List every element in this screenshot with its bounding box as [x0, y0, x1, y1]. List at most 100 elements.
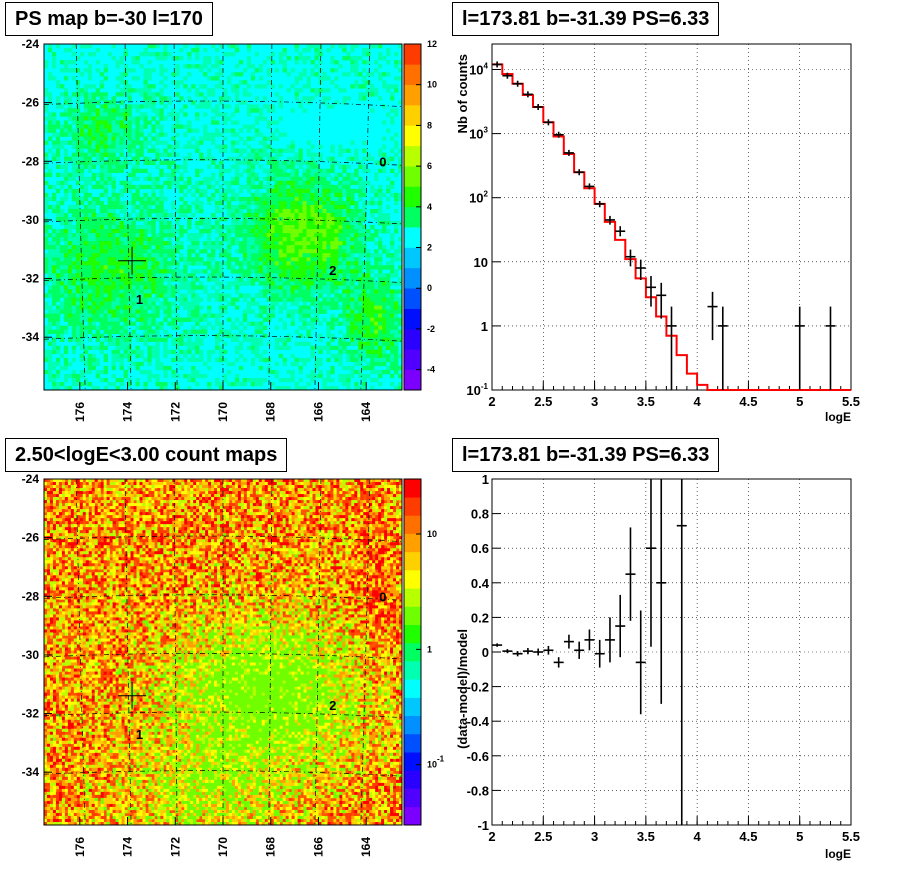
colorbar-bin [404, 588, 421, 607]
colorbar-bin [404, 206, 421, 228]
x-tick-label: 166 [311, 402, 325, 422]
colorbar-bin [404, 624, 421, 644]
grid-meridian [314, 478, 322, 826]
source-label: 2 [329, 698, 336, 713]
y-tick-label: 10-1 [466, 382, 488, 398]
source-label: 2 [329, 263, 336, 278]
y-tick-label: 0 [482, 645, 489, 660]
colorbar-tick-label: 8 [427, 120, 432, 130]
colorbar-tick-label: 10 [427, 80, 437, 90]
colorbar-bin [404, 227, 421, 248]
colorbar-bin [404, 788, 421, 808]
source-label: 0 [379, 154, 386, 169]
heatmap-cells [44, 479, 403, 826]
residuals-title: l=173.81 b=-31.39 PS=6.33 [452, 438, 720, 472]
x-tick-label: 5.5 [842, 829, 860, 844]
colorbar-bin [404, 247, 421, 269]
x-tick-label: 5 [796, 829, 803, 844]
x-tick-label: 4.5 [739, 394, 757, 409]
x-tick-label: 172 [168, 837, 182, 857]
colorbar-tick-label: -4 [427, 365, 435, 375]
colorbar-tick-label: -2 [427, 324, 435, 334]
colorbar-bin [404, 288, 421, 309]
colorbar-bin [404, 679, 421, 698]
y-tick-label: -1 [477, 818, 489, 833]
grid-meridian [360, 478, 371, 826]
x-tick-label: 166 [311, 837, 325, 857]
colorbar-tick-label: 4 [427, 202, 432, 212]
x-tick-label: 170 [216, 402, 230, 422]
colorbar-frame [403, 478, 422, 826]
y-tick-label: 0.2 [471, 610, 489, 625]
colorbar-bin [404, 661, 421, 680]
x-axis-label: logE [825, 847, 851, 861]
colorbar-bin [404, 515, 421, 534]
ps-map-title: PS map b=-30 l=170 [5, 2, 213, 36]
grid-meridian [173, 478, 178, 826]
grid-meridian [124, 43, 132, 391]
colorbar-bin [404, 369, 421, 391]
y-axis-label: (data-model)/model [455, 629, 470, 749]
x-tick-label: 172 [168, 402, 182, 422]
x-tick-label: 5 [796, 394, 803, 409]
y-axis-label: Nb of counts [455, 54, 470, 133]
heatmap-grid [43, 478, 403, 826]
x-tick-label: 3.5 [637, 829, 655, 844]
colorbar-bin [404, 328, 421, 350]
colorbar-bin [404, 105, 421, 126]
y-tick-label: -0.8 [467, 783, 489, 798]
y-tick-label: -34 [22, 330, 40, 344]
y-tick-label: -32 [22, 707, 40, 721]
y-tick-label: -26 [22, 531, 40, 545]
y-tick-label: -30 [22, 213, 40, 227]
colorbar-bin [404, 479, 421, 498]
colorbar-bin [404, 186, 421, 208]
grid-meridian [124, 478, 132, 826]
colorbar-bin [404, 606, 421, 625]
colorbar-bin [404, 551, 421, 571]
y-tick-label: -28 [22, 154, 40, 168]
x-tick-label: 4 [694, 394, 702, 409]
x-tick-label: 4.5 [739, 829, 757, 844]
model-histogram [492, 63, 851, 391]
grid-meridian [268, 478, 273, 826]
x-tick-label: 3 [591, 394, 598, 409]
y-tick-label: 104 [469, 62, 488, 78]
colorbar-bin [404, 806, 421, 826]
spectrum-panel: 2 2.5 3 3.5 4 4.5 5 5.5 10-1 1 10 102 103 104 logE Nb o… [455, 43, 860, 424]
plot-frame [491, 478, 852, 826]
y-tick-label: 1 [482, 472, 489, 487]
x-tick-label: 2 [488, 829, 495, 844]
colorbar-bin [404, 125, 421, 147]
y-tick-label: 0.8 [471, 507, 489, 522]
grid-meridian [268, 43, 273, 391]
y-tick-label: -0.6 [467, 749, 489, 764]
x-tick-label: 2 [488, 394, 495, 409]
x-tick-label: 164 [359, 837, 373, 857]
colorbar-bin [404, 642, 421, 662]
x-tick-label: 164 [359, 402, 373, 422]
y-tick-label: 102 [469, 190, 488, 206]
colorbar-bin [404, 715, 421, 735]
y-tick-label: -26 [22, 96, 40, 110]
x-tick-label: 168 [264, 837, 278, 857]
colorbar-tick-label: 6 [427, 161, 432, 171]
x-tick-label: 176 [73, 402, 87, 422]
x-axis-label: logE [825, 410, 851, 424]
x-tick-label: 174 [121, 837, 135, 857]
count-map-panel: 176 174 172 170 168 166 164 -24 -26 -28 -30 -32 -34 0… [22, 472, 445, 857]
colorbar-bin [404, 770, 421, 789]
y-tick-label: 0.6 [471, 541, 489, 556]
y-tick-label: 10 [474, 255, 488, 270]
source-label: 1 [136, 727, 143, 742]
colorbar-bin [404, 308, 421, 330]
y-tick-label: -0.4 [467, 714, 490, 729]
colorbar-tick-label: 0 [427, 283, 432, 293]
y-tick-label: 0.4 [471, 576, 490, 591]
colorbar-bin [404, 166, 421, 187]
y-tick-label: 1 [481, 319, 488, 334]
count-map-title: 2.50<logE<3.00 count maps [5, 438, 288, 472]
colorbar-tick-label: 12 [427, 39, 437, 49]
colorbar-bin [404, 570, 421, 589]
